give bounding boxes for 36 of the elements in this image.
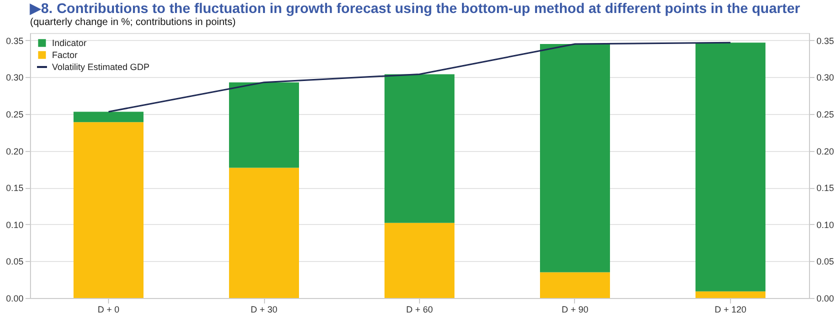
y2-tick-label: 0.20 (816, 146, 834, 156)
y-tick-label: 0.35 (6, 36, 24, 46)
legend-label: Volatility Estimated GDP (52, 62, 150, 72)
x-tick-label: D + 60 (406, 304, 433, 314)
y2-tick-label: 0.10 (816, 220, 834, 230)
x-tick-label: D + 30 (250, 304, 278, 314)
bar (74, 122, 144, 298)
y2-tick-label: 0.35 (816, 36, 834, 46)
bar (540, 272, 610, 298)
bar (695, 42, 766, 292)
y-tick-label: 0.00 (6, 294, 24, 304)
bar (540, 44, 610, 272)
y-tick-label: 0.05 (6, 256, 24, 267)
y-tick-label: 0.30 (6, 72, 24, 83)
bar (229, 82, 299, 168)
x-tick-label: D + 90 (562, 304, 588, 314)
chart-title: ▶8. Contributions to the fluctuation in growth forecast using the bottom-up method at different points in the quarter (29, 0, 801, 16)
y2-tick-label: 0.05 (816, 256, 834, 267)
x-tick-label: D + 0 (98, 304, 120, 314)
y2-tick-label: 0.15 (816, 183, 834, 194)
y-tick-label: 0.10 (6, 220, 24, 230)
bar (695, 291, 766, 298)
y2-tick-label: 0.25 (816, 109, 834, 120)
x-tick-label: D + 120 (714, 304, 746, 314)
bar (74, 112, 144, 122)
legend-label: Indicator (52, 38, 87, 48)
y-tick-label: 0.25 (6, 109, 24, 120)
y-tick-label: 0.15 (6, 183, 24, 194)
bar (229, 168, 299, 298)
y-tick-label: 0.20 (6, 146, 24, 156)
y2-tick-label: 0.00 (816, 294, 834, 304)
y2-tick-label: 0.30 (816, 72, 834, 83)
legend-label: Factor (52, 50, 78, 60)
chart-subtitle: (quarterly change in %; contributions in points) (30, 17, 236, 28)
bar (384, 74, 454, 223)
bar (384, 222, 454, 298)
